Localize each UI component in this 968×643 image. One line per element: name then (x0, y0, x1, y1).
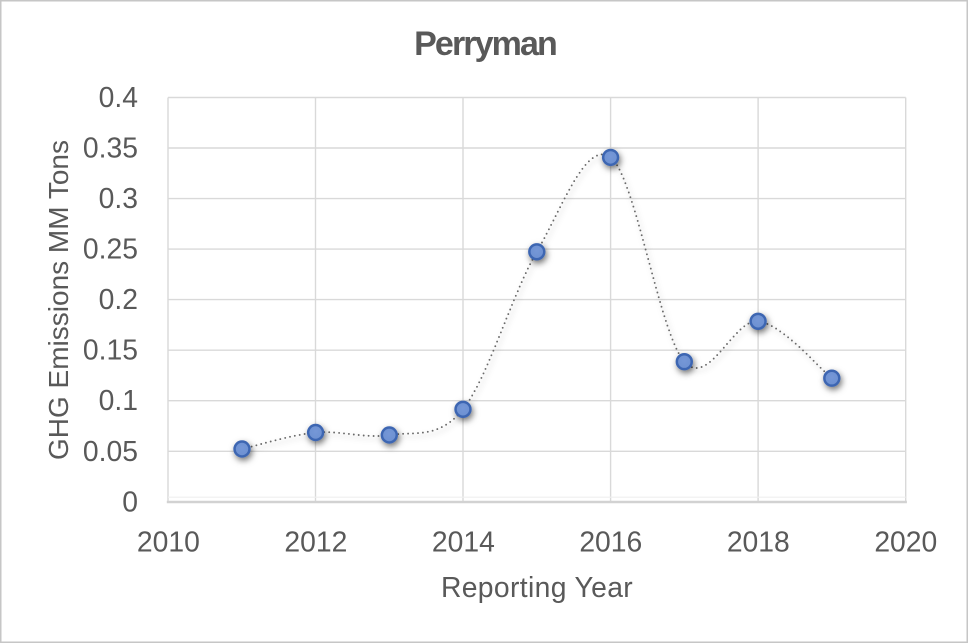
svg-text:0.1: 0.1 (99, 384, 138, 416)
svg-text:0: 0 (122, 485, 138, 517)
svg-text:2014: 2014 (432, 526, 495, 558)
svg-text:Reporting Year: Reporting Year (441, 571, 633, 603)
svg-text:0.15: 0.15 (83, 334, 138, 366)
svg-text:0.2: 0.2 (99, 283, 138, 315)
svg-text:Perryman: Perryman (414, 25, 556, 63)
svg-text:GHG Emissions MM Tons: GHG Emissions MM Tons (43, 140, 74, 460)
svg-text:0.05: 0.05 (83, 435, 138, 467)
svg-text:0.35: 0.35 (83, 132, 138, 164)
svg-text:2012: 2012 (284, 526, 347, 558)
svg-text:2016: 2016 (579, 526, 642, 558)
svg-text:2020: 2020 (874, 526, 937, 558)
svg-text:0.4: 0.4 (99, 81, 138, 113)
svg-text:0.3: 0.3 (99, 182, 138, 214)
svg-text:0.25: 0.25 (83, 233, 138, 265)
svg-text:2010: 2010 (137, 526, 200, 558)
svg-text:2018: 2018 (727, 526, 790, 558)
